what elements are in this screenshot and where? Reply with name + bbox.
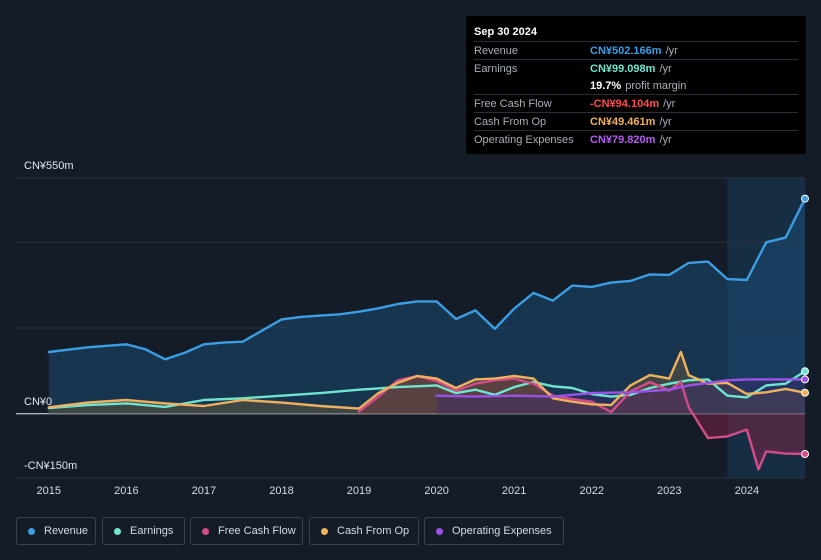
free-cash-flow-line <box>357 374 807 471</box>
tooltip-unit: /yr <box>663 97 676 110</box>
series-fills <box>48 198 806 470</box>
tooltip-value: -CN¥94.104m <box>590 97 660 110</box>
x-tick-label: 2018 <box>269 485 294 497</box>
tooltip-unit: /yr <box>665 44 678 57</box>
x-tick-label: 2021 <box>501 485 527 497</box>
legend-revenue[interactable]: Revenue <box>16 517 96 545</box>
legend-label: Revenue <box>44 525 89 537</box>
legend-cash-from-op[interactable]: Cash From Op <box>309 517 419 545</box>
legend-operating-expenses[interactable]: Operating Expenses <box>424 517 564 545</box>
cash-from-op-area <box>48 352 806 414</box>
tooltip-unit: /yr <box>659 115 672 128</box>
tooltip-date: Sep 30 2024 <box>474 26 537 38</box>
tooltip-value: CN¥502.166m <box>590 44 662 57</box>
x-tick-label: 2024 <box>734 485 760 497</box>
operating-expenses-end-marker <box>801 375 809 384</box>
legend-dot-icon <box>28 527 35 535</box>
tooltip-value: 19.7% <box>590 79 622 92</box>
tooltip-label: Revenue <box>474 44 519 57</box>
tooltip-unit: /yr <box>659 133 672 146</box>
legend-dot-icon <box>436 527 443 535</box>
legend-dot-icon <box>114 527 121 535</box>
x-tick-label: 2020 <box>424 485 449 497</box>
x-tick-label: 2015 <box>36 485 62 497</box>
tooltip-row-earnings: Earnings CN¥99.098m /yr <box>474 59 798 77</box>
operating-expenses-line <box>435 378 807 398</box>
x-tick-label: 2023 <box>657 485 682 497</box>
legend-label: Cash From Op <box>337 525 410 537</box>
tooltip-row-cash-from-op: Cash From Op CN¥49.461m /yr <box>474 112 798 130</box>
tooltip-value: CN¥49.461m <box>590 115 656 128</box>
tooltip-row-profit-margin: 19.7% profit margin <box>474 77 798 94</box>
legend-earnings[interactable]: Earnings <box>102 517 185 545</box>
revenue-line <box>47 197 807 361</box>
x-tick-label: 2019 <box>346 485 372 497</box>
y-tick-label-zero: CN¥0 <box>24 396 53 408</box>
free-cash-flow-area <box>359 376 805 470</box>
legend-dot-icon <box>321 527 328 535</box>
tooltip-value: CN¥79.820m <box>590 133 656 146</box>
x-tick-label: 2022 <box>579 485 604 497</box>
legend-label: Earnings <box>130 525 174 537</box>
cash-from-op-end-marker <box>801 388 809 397</box>
tooltip-panel: Sep 30 2024 Revenue CN¥502.166m /yr Earn… <box>466 16 806 154</box>
tooltip-label: Earnings <box>474 62 518 75</box>
series-lines <box>47 197 807 471</box>
tooltip-unit: /yr <box>659 62 672 75</box>
tooltip-value: CN¥99.098m <box>590 62 656 75</box>
tooltip-row-revenue: Revenue CN¥502.166m /yr <box>474 41 798 59</box>
x-tick-label: 2017 <box>191 485 217 497</box>
legend-label: Operating Expenses <box>452 525 552 537</box>
series-end-markers <box>801 194 809 458</box>
tooltip-label: Operating Expenses <box>474 133 574 146</box>
y-tick-label-bottom: -CN¥150m <box>24 460 78 472</box>
free-cash-flow-end-marker <box>801 450 809 458</box>
legend-free-cash-flow[interactable]: Free Cash Flow <box>190 517 303 545</box>
revenue-end-marker <box>801 194 809 203</box>
tooltip-label: Free Cash Flow <box>474 97 552 110</box>
y-tick-label-top: CN¥550m <box>24 160 74 172</box>
legend-label: Free Cash Flow <box>218 525 296 537</box>
tooltip-row-free-cash-flow: Free Cash Flow -CN¥94.104m /yr <box>474 94 798 112</box>
tooltip-row-operating-expenses: Operating Expenses CN¥79.820m /yr <box>474 130 798 148</box>
legend-dot-icon <box>202 527 209 535</box>
x-tick-label: 2016 <box>114 485 139 497</box>
revenue-area <box>48 198 806 414</box>
tooltip-unit: profit margin <box>625 79 687 92</box>
earnings-end-marker <box>801 367 809 376</box>
cash-from-op-line <box>47 350 807 410</box>
tooltip-label: Cash From Op <box>474 115 547 128</box>
